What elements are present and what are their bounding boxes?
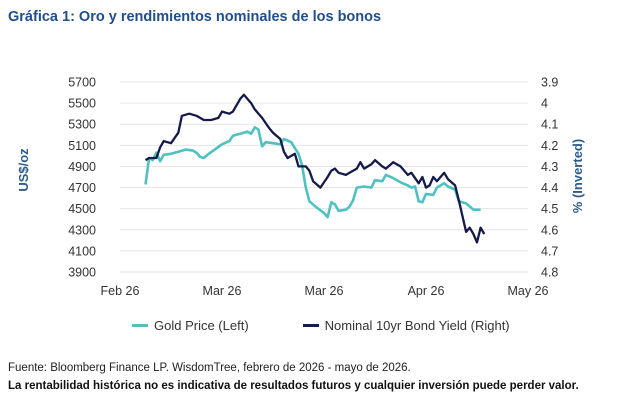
right-tick-label: 4 <box>541 97 548 111</box>
right-tick-label: 4.2 <box>541 139 558 153</box>
right-tick-label: 4.4 <box>541 181 558 195</box>
left-tick-label: 5300 <box>68 118 96 132</box>
left-tick-label: 3900 <box>68 266 96 280</box>
left-axis-label: US$/oz <box>16 148 31 192</box>
chart-title: Gráfica 1: Oro y rendimientos nominales … <box>8 9 382 25</box>
left-tick-label: 4100 <box>68 244 96 258</box>
right-tick-label: 4.3 <box>541 160 558 174</box>
series-gold-price-line <box>144 126 481 219</box>
right-tick-label: 4.6 <box>541 223 558 237</box>
series-bond-yield-line <box>144 93 486 244</box>
legend-swatch-yield <box>302 324 319 327</box>
legend-label-gold: Gold Price (Left) <box>154 318 249 333</box>
left-tick-label: 4300 <box>68 223 96 237</box>
right-axis-label: % (Inverted) <box>570 139 585 213</box>
left-tick-label: 4900 <box>68 160 96 174</box>
left-tick-label: 4500 <box>68 202 96 216</box>
right-axis-ticks: 3.9 4 4.1 4.2 4.3 4.4 4.5 4.6 4.7 4.8 <box>541 76 558 280</box>
source-note: Fuente: Bloomberg Finance LP. WisdomTree… <box>8 362 411 374</box>
x-tick-label: Apr 26 <box>408 284 445 298</box>
disclaimer: La rentabilidad histórica no es indicati… <box>8 380 579 392</box>
right-tick-label: 4.7 <box>541 244 558 258</box>
left-tick-label: 4700 <box>68 181 96 195</box>
grid <box>120 81 528 273</box>
legend-swatch-gold <box>132 324 148 327</box>
legend-item-yield: Nominal 10yr Bond Yield (Right) <box>302 318 510 333</box>
left-tick-label: 5100 <box>68 139 96 153</box>
left-tick-label: 5700 <box>68 76 96 90</box>
x-tick-label: Feb 26 <box>101 284 140 298</box>
x-tick-label: May 26 <box>508 284 549 298</box>
x-tick-label: Mar 26 <box>203 284 242 298</box>
right-tick-label: 4.8 <box>541 266 558 280</box>
left-tick-label: 5500 <box>68 97 96 111</box>
legend: Gold Price (Left) Nominal 10yr Bond Yiel… <box>132 318 564 333</box>
legend-item-gold: Gold Price (Left) <box>132 318 249 333</box>
legend-label-yield: Nominal 10yr Bond Yield (Right) <box>324 318 510 333</box>
right-tick-label: 3.9 <box>541 76 558 90</box>
x-tick-label: Mar 26 <box>305 284 344 298</box>
x-axis-ticks: Feb 26 Mar 26 Mar 26 Apr 26 May 26 <box>101 284 549 298</box>
right-tick-label: 4.1 <box>541 118 558 132</box>
right-tick-label: 4.5 <box>541 202 558 216</box>
left-axis-ticks: 5700 5500 5300 5100 4900 4700 4500 4300 4100 3900 <box>68 76 96 280</box>
